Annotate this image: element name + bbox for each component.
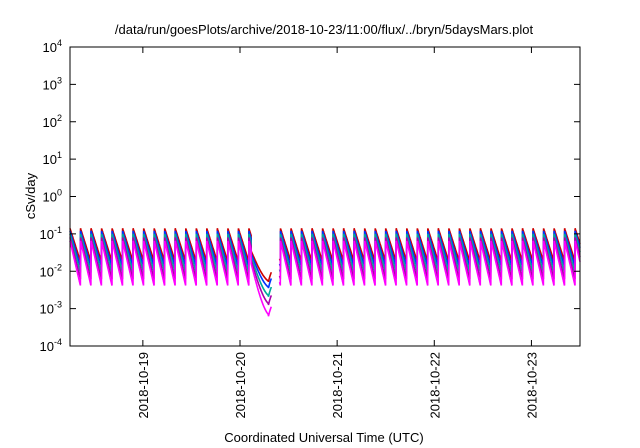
plot-frame — [69, 46, 581, 347]
y-tick-label: 10-1 — [40, 225, 62, 242]
x-tick-label: 2018-10-22 — [427, 352, 442, 419]
x-tick-label: 2018-10-23 — [524, 352, 539, 419]
y-tick-label: 100 — [43, 188, 62, 205]
series-line — [278, 237, 581, 280]
y-tick-label: 10-4 — [40, 337, 62, 354]
y-tick-label: 101 — [43, 150, 62, 167]
y-axis-label: cSv/day — [23, 172, 38, 219]
series-line — [278, 240, 581, 286]
series-line — [69, 240, 273, 317]
x-tick-label: 2018-10-21 — [330, 352, 345, 419]
plot-area — [69, 228, 581, 317]
x-axis-label: Coordinated Universal Time (UTC) — [224, 430, 423, 445]
y-tick-label: 10-2 — [40, 262, 62, 279]
y-tick-label: 10-3 — [40, 300, 62, 317]
series-line — [278, 228, 581, 262]
y-tick-label: 103 — [43, 75, 62, 92]
y-tick-label: 102 — [43, 113, 62, 130]
series-line — [278, 233, 581, 273]
x-tick-label: 2018-10-20 — [233, 352, 248, 419]
x-tick-label: 2018-10-19 — [136, 352, 151, 419]
series-line — [278, 230, 581, 267]
x-axis: 2018-10-19 2018-10-20 2018-10-21 2018-10-22… — [136, 47, 539, 419]
y-tick-label: 104 — [43, 38, 62, 55]
y-axis: 10-4 10-3 10-2 10-1 100 101 102 103 104 — [40, 38, 580, 354]
chart-title: /data/run/goesPlots/archive/2018-10-23/1… — [115, 22, 534, 37]
